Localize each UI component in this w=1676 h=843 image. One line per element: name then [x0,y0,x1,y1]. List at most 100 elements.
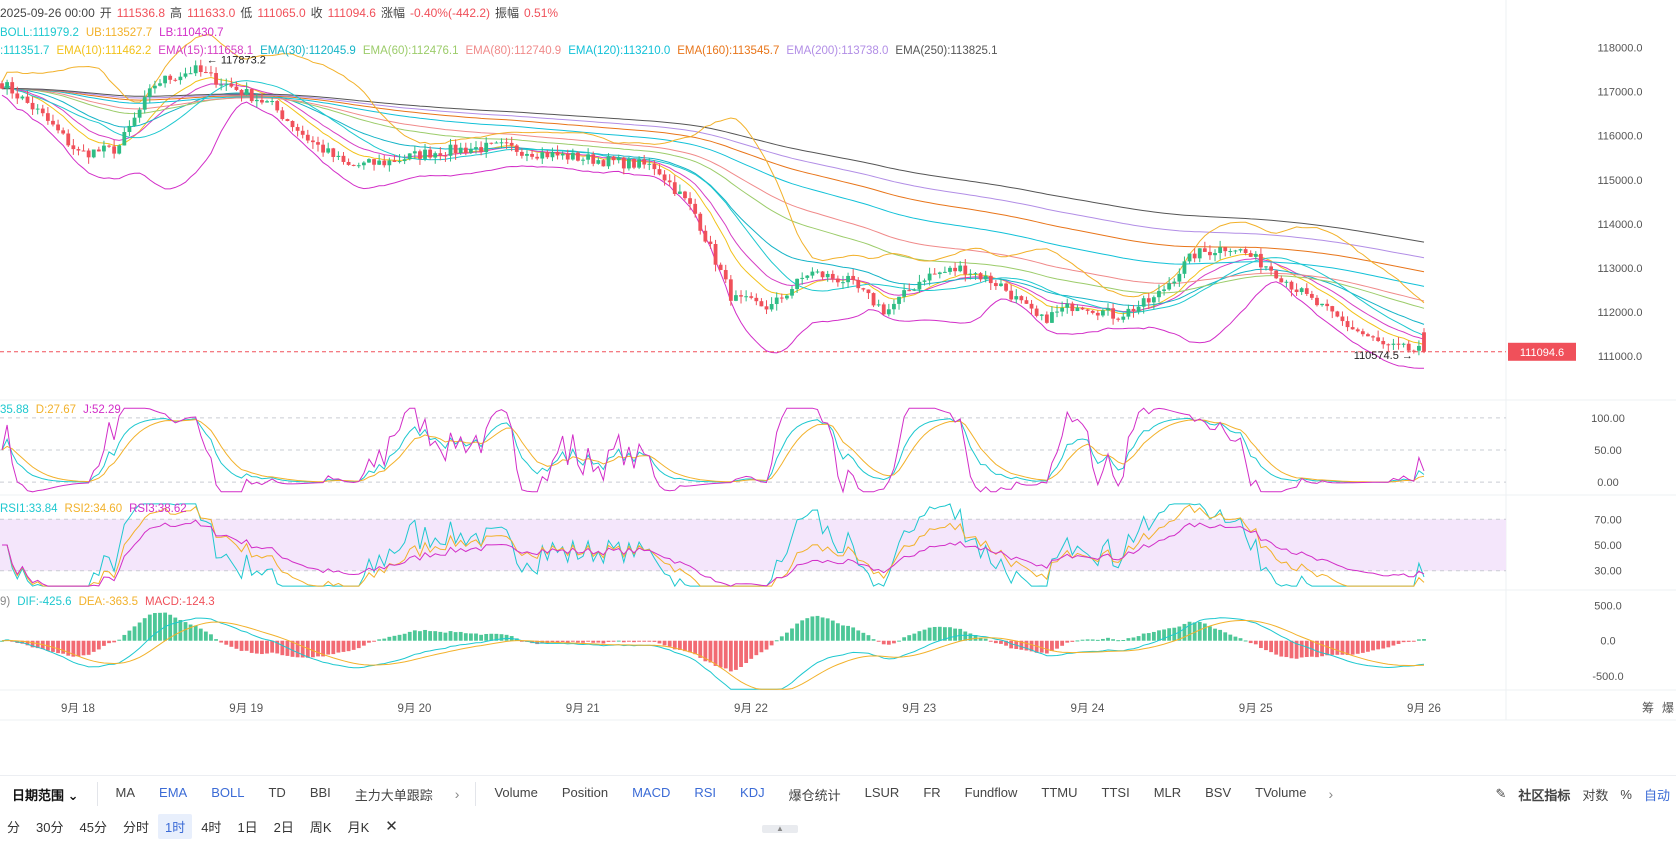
close-icon[interactable]: ✕ [385,818,398,835]
candle-body-111 [565,153,570,160]
candle-body-151 [769,304,774,310]
candle-body-119 [606,156,611,167]
macd-bar-189 [963,631,968,641]
sub-indicator-item-9[interactable]: TTMU [1041,784,1078,800]
candle-193 [983,270,988,283]
candle-body-68 [346,161,351,165]
candle-body-74 [377,160,382,165]
overlay-item-5[interactable]: 主力大单跟踪 [354,787,433,803]
overlay-item-2[interactable]: BOLL [211,784,245,800]
sub-indicator-item-13[interactable]: TVolume [1255,784,1307,800]
candle-body-94 [479,147,483,153]
sub-indicator-item-11[interactable]: MLR [1153,784,1182,800]
macd-bar-113 [576,640,580,643]
sub-indicator-item-6[interactable]: LSUR [864,784,900,800]
candle-127 [647,158,652,171]
candle-body-79 [402,159,407,162]
candle-body-59 [300,130,305,135]
sub-indicator-item-8[interactable]: Fundflow [964,784,1018,800]
overlay-item-0[interactable]: MA [115,784,136,800]
sub-indicator-item-5[interactable]: 爆仓统计 [788,787,841,803]
macd-histogram [0,612,1426,672]
candle-body-247 [1259,253,1263,268]
timeframe-item-7[interactable]: 2日 [273,819,294,835]
candle-body-49 [249,89,254,102]
candle-body-76 [387,160,392,166]
sub-indicator-item-4[interactable]: KDJ [740,784,765,800]
timeframe-list: 分 30分 45分 分时 1时 4时 1日 2日 周K 月K [0,813,378,839]
date-range-button[interactable]: 日期范围 ⌄ [0,785,91,804]
candle-166 [846,272,850,289]
candle-42 [214,67,218,88]
sub-indicator-item-10[interactable]: TTSI [1101,784,1130,800]
candle-body-204 [1039,314,1044,316]
candle-body-89 [453,144,458,154]
candle-body-162 [825,273,830,278]
candle-130 [662,170,667,186]
timeframe-item-1[interactable]: 30分 [36,819,64,835]
sub-indicator-item-7[interactable]: FR [923,784,941,800]
candle-228 [1162,285,1166,296]
collapse-handle[interactable]: ▲ [762,825,798,833]
candle-122 [621,156,626,175]
candle-body-116 [591,154,596,164]
timeframe-item-3[interactable]: 分时 [122,819,149,835]
candle-body-66 [336,155,341,157]
candle-body-122 [621,157,626,169]
candle-108 [550,147,555,162]
candle-153 [779,293,784,303]
candle-body-47 [239,89,244,95]
timeframe-item-2[interactable]: 45分 [79,819,107,835]
timeframe-item-9[interactable]: 月K [347,819,370,835]
kdj-axis-label-2: 0.00 [1597,477,1618,489]
candle-23 [117,144,122,155]
macd-bar-174 [886,640,891,645]
timeframe-item-8[interactable]: 周K [309,819,332,835]
timeframe-item-6[interactable]: 1日 [237,819,258,835]
candle-258 [1315,295,1319,307]
chevron-right-icon[interactable]: › [1328,786,1334,802]
macd-bar-69 [351,640,356,650]
candle-body-104 [530,153,534,157]
candle-73 [372,159,376,171]
sub-indicator-item-3[interactable]: RSI [694,784,717,800]
chevron-right-icon[interactable]: › [454,786,460,802]
macd-bar-129 [657,640,662,644]
macd-bar-19 [96,640,101,650]
candle-110 [560,151,565,160]
ema-160-line [1,87,1425,273]
auto-scale-button[interactable]: 自动 [1643,787,1670,803]
candle-45 [229,77,234,88]
edit-icon[interactable]: ✎ [1495,786,1507,801]
sub-indicator-item-0[interactable]: Volume [494,784,538,800]
candle-254 [1294,283,1299,296]
candle-237 [1208,245,1212,260]
macd-bar-258 [1315,640,1319,658]
candle-body-224 [1141,298,1146,307]
candle-body-39 [198,65,203,73]
candle-196 [999,278,1003,287]
macd-bar-242 [1233,636,1238,641]
macd-bar-156 [795,623,799,641]
candle-body-193 [983,275,988,280]
sub-indicator-item-12[interactable]: BSV [1205,784,1232,800]
overlay-item-4[interactable]: BBI [309,784,331,800]
macd-bar-263 [1340,640,1345,655]
candle-body-255 [1299,288,1304,293]
community-indicator-button[interactable]: 社区指标 [1518,787,1571,803]
sub-indicator-item-1[interactable]: Position [561,784,609,800]
overlay-item-1[interactable]: EMA [159,784,188,800]
macd-bar-48 [244,640,249,651]
percent-scale-button[interactable]: % [1620,786,1632,802]
macd-bar-88 [448,631,453,641]
overlay-item-3[interactable]: TD [268,784,286,800]
timeframe-item-5[interactable]: 4时 [201,819,222,835]
log-scale-button[interactable]: 对数 [1582,787,1609,803]
timeframe-item-0[interactable]: 分 [7,819,21,835]
timeframe-item-4[interactable]: 1时 [157,813,193,839]
candle-body-24 [122,132,127,146]
macd-bar-275 [1401,640,1406,643]
sub-indicator-item-2[interactable]: MACD [632,784,671,800]
macd-bar-253 [1289,640,1294,659]
